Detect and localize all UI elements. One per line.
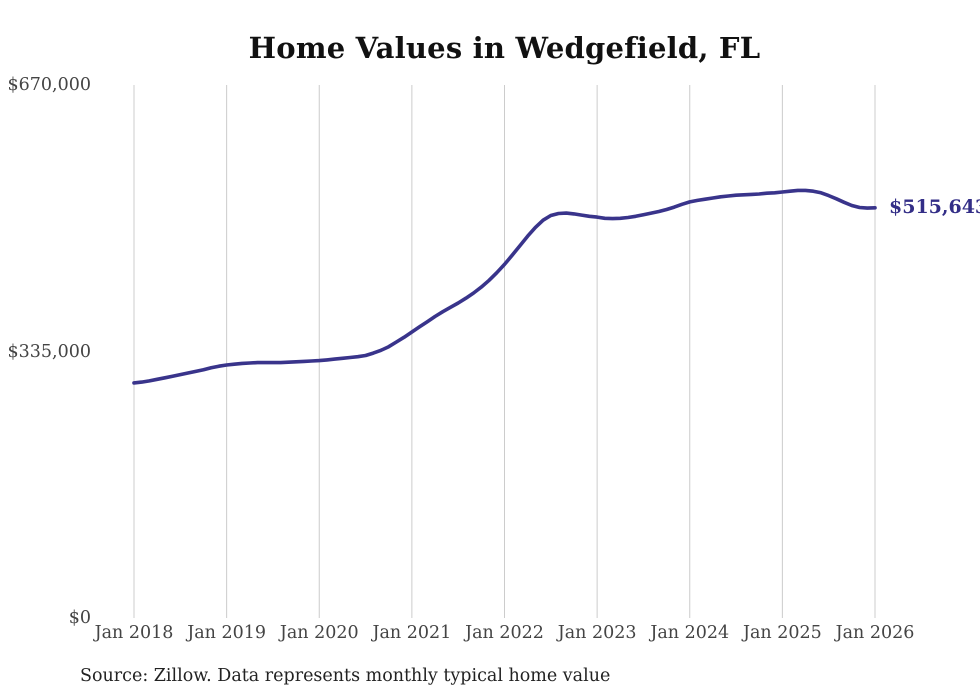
y-tick-label-0: $670,000 — [7, 75, 91, 95]
vertical-gridlines — [133, 85, 876, 618]
x-tick-label-jan-2022: Jan 2022 — [465, 623, 544, 643]
x-tick-label-jan-2020: Jan 2020 — [279, 623, 359, 643]
source-note: Source: Zillow. Data represents monthly … — [80, 666, 611, 686]
chart-title: Home Values in Wedgefield, FL — [248, 31, 761, 65]
y-tick-label-1: $335,000 — [7, 341, 91, 362]
x-tick-label-jan-2024: Jan 2024 — [650, 623, 730, 643]
end-value-label: $515,643 — [889, 195, 980, 218]
x-tick-label-jan-2019: Jan 2019 — [187, 623, 267, 643]
home-value-line-series — [132, 188, 877, 385]
x-tick-label-jan-2023: Jan 2023 — [557, 623, 637, 643]
x-tick-label-jan-2018: Jan 2018 — [94, 623, 174, 643]
y-tick-label-2: $0 — [68, 608, 91, 628]
x-tick-label-jan-2026: Jan 2026 — [835, 623, 915, 643]
x-tick-label-jan-2025: Jan 2025 — [742, 623, 822, 643]
x-tick-label-jan-2021: Jan 2021 — [372, 623, 452, 643]
